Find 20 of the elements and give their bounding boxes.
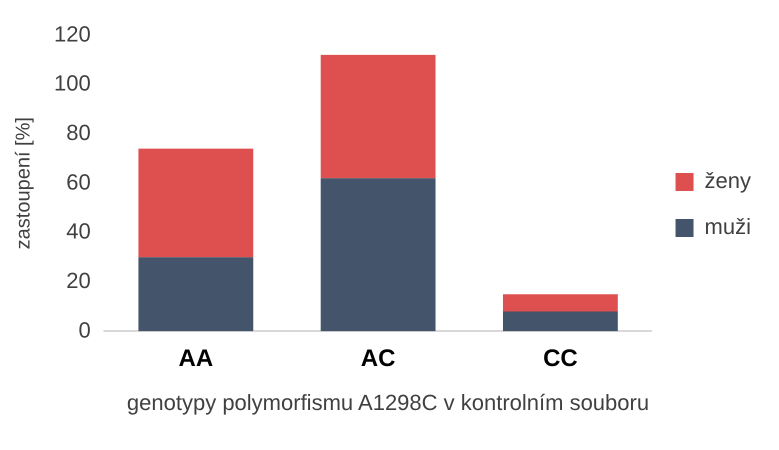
y-tick-label: 60 bbox=[66, 169, 91, 194]
x-tick-label: CC bbox=[543, 345, 578, 372]
y-tick-label: 0 bbox=[78, 317, 91, 342]
x-tick-label: AA bbox=[178, 345, 214, 372]
bar bbox=[502, 294, 618, 312]
bar bbox=[138, 148, 254, 258]
x-tick-label: AC bbox=[360, 345, 396, 372]
bar bbox=[502, 311, 618, 332]
bar bbox=[138, 257, 254, 332]
legend-label: ženy bbox=[704, 168, 752, 194]
bar bbox=[320, 54, 436, 178]
bar bbox=[320, 178, 436, 332]
y-tick-label: 100 bbox=[54, 70, 91, 96]
y-axis-title: zastoupení [%] bbox=[12, 117, 35, 250]
y-tick-label: 120 bbox=[54, 21, 91, 46]
x-axis-title: genotypy polymorfismu A1298C v kontrolním souboru bbox=[126, 389, 650, 417]
legend-label: muži bbox=[704, 214, 751, 240]
y-tick-label: 20 bbox=[66, 268, 91, 293]
y-tick-label: 40 bbox=[66, 218, 91, 244]
y-tick-label: 80 bbox=[66, 120, 91, 145]
